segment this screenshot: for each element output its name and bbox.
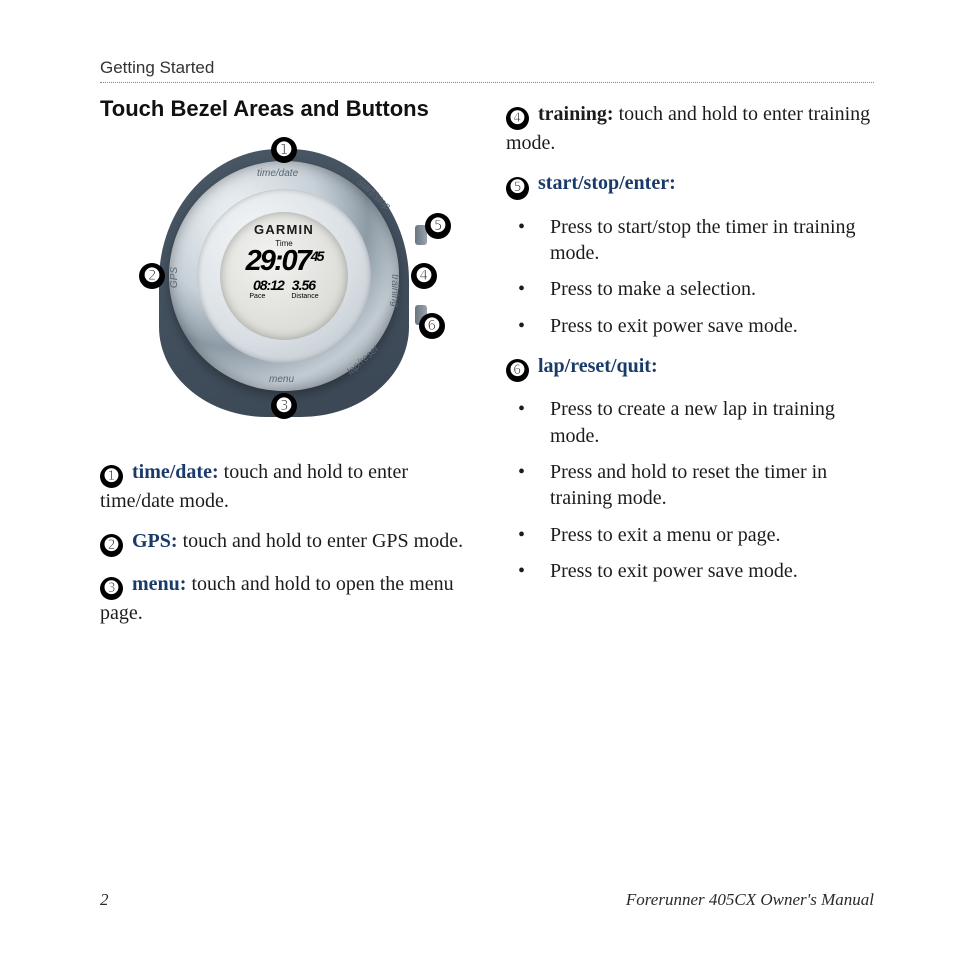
watch-screen: GARMIN Time 29:07 45 08:12 3.56 Pace Dis… xyxy=(220,212,348,340)
screen-distance: 3.56 xyxy=(292,277,315,293)
header-rule xyxy=(100,82,874,83)
screen-main-time: 29:07 45 xyxy=(246,248,323,276)
item-2-text: touch and hold to enter GPS mode. xyxy=(178,530,464,552)
badge-2: ➋ xyxy=(100,534,123,557)
item-5-bullets: Press to start/stop the timer in trainin… xyxy=(506,214,874,340)
item-4: ➍ training: touch and hold to enter trai… xyxy=(506,101,874,156)
item-1: ➊ time/date: touch and hold to enter tim… xyxy=(100,459,468,514)
item-2: ➋ GPS: touch and hold to enter GPS mode. xyxy=(100,528,468,557)
manual-page: Getting Started Touch Bezel Areas and Bu… xyxy=(0,0,954,954)
tiny-pace: Pace xyxy=(249,293,265,300)
item-6-header: ➏ lap/reset/quit: xyxy=(506,353,874,382)
item-6-bullets: Press to create a new lap in training mo… xyxy=(506,396,874,584)
item-3: ➌ menu: touch and hold to open the menu … xyxy=(100,571,468,626)
bullet: Press to start/stop the timer in trainin… xyxy=(506,214,874,267)
callout-5: ➎ xyxy=(425,213,451,239)
right-column: ➍ training: touch and hold to enter trai… xyxy=(506,95,874,640)
callout-6: ➏ xyxy=(419,313,445,339)
bezel-label-left: GPS xyxy=(169,266,180,287)
bullet: Press to create a new lap in training mo… xyxy=(506,396,874,449)
page-title: Touch Bezel Areas and Buttons xyxy=(100,95,468,123)
screen-seconds: 45 xyxy=(311,250,323,263)
callout-2: ➋ xyxy=(139,263,165,289)
bullet: Press to exit power save mode. xyxy=(506,558,874,584)
bullet: Press to exit power save mode. xyxy=(506,313,874,339)
watch-diagram: GARMIN Time 29:07 45 08:12 3.56 Pace Dis… xyxy=(119,137,449,437)
two-column-layout: Touch Bezel Areas and Buttons GARMIN Tim… xyxy=(100,95,874,640)
page-number: 2 xyxy=(100,890,109,910)
badge-6: ➏ xyxy=(506,359,529,382)
item-4-label: training: xyxy=(538,103,614,125)
tiny-distance: Distance xyxy=(291,293,318,300)
badge-1: ➊ xyxy=(100,465,123,488)
item-5-label: start/stop/enter: xyxy=(538,172,676,194)
screen-tiny-labels: Pace Distance xyxy=(249,293,318,300)
item-6-label: lap/reset/quit: xyxy=(538,355,658,377)
bezel-label-bottom: menu xyxy=(269,374,294,385)
badge-3: ➌ xyxy=(100,577,123,600)
bezel-label-top: time/date xyxy=(257,168,298,179)
bullet: Press and hold to reset the timer in tra… xyxy=(506,459,874,512)
screen-bottom-row: 08:12 3.56 xyxy=(253,277,315,293)
item-2-label: GPS: xyxy=(132,530,178,552)
watch-brand: GARMIN xyxy=(254,222,314,237)
badge-5: ➎ xyxy=(506,177,529,200)
section-header: Getting Started xyxy=(100,58,874,78)
item-3-label: menu: xyxy=(132,573,186,595)
callout-3: ➌ xyxy=(271,393,297,419)
callout-1: ➊ xyxy=(271,137,297,163)
screen-pace: 08:12 xyxy=(253,277,284,293)
callout-4: ➍ xyxy=(411,263,437,289)
item-1-label: time/date: xyxy=(132,461,219,483)
bullet: Press to make a selection. xyxy=(506,276,874,302)
left-column: Touch Bezel Areas and Buttons GARMIN Tim… xyxy=(100,95,468,640)
item-5-header: ➎ start/stop/enter: xyxy=(506,170,874,199)
bullet: Press to exit a menu or page. xyxy=(506,522,874,548)
bezel-label-right: training xyxy=(389,274,400,307)
screen-main: 29:07 xyxy=(246,248,310,276)
book-title: Forerunner 405CX Owner's Manual xyxy=(626,890,874,910)
badge-4: ➍ xyxy=(506,107,529,130)
page-footer: 2 Forerunner 405CX Owner's Manual xyxy=(100,890,874,910)
